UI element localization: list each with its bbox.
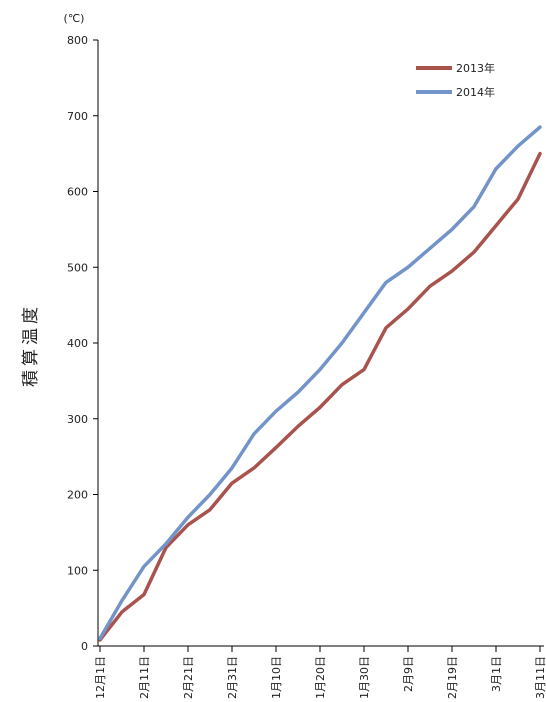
x-tick-label: 12月1日 — [94, 656, 107, 699]
y-tick-label: 600 — [67, 186, 88, 199]
y-tick-label: 200 — [67, 489, 88, 502]
y-unit: (℃) — [64, 12, 85, 25]
x-tick-label: 1月20日 — [314, 656, 327, 699]
x-tick-label: 1月10日 — [270, 656, 283, 699]
x-tick-label: 2月31日 — [226, 656, 239, 699]
x-tick-label: 1月30日 — [358, 656, 371, 699]
y-tick-label: 800 — [67, 34, 88, 47]
x-tick-label: 2月21日 — [182, 656, 195, 699]
y-tick-label: 0 — [81, 640, 88, 653]
y-tick-label: 100 — [67, 564, 88, 577]
x-tick-label: 2月19日 — [446, 656, 459, 699]
y-tick-label: 700 — [67, 110, 88, 123]
x-tick-label: 2月11日 — [138, 656, 151, 699]
legend-label: 2013年 — [456, 61, 495, 75]
y-axis-label: 積算温度 — [21, 303, 41, 387]
series-line — [98, 125, 542, 641]
y-tick-label: 300 — [67, 413, 88, 426]
legend-label: 2014年 — [456, 85, 495, 99]
x-tick-label: 3月1日 — [490, 656, 503, 692]
x-tick-label: 2月9日 — [402, 656, 415, 692]
series-line — [98, 151, 542, 642]
y-tick-label: 400 — [67, 337, 88, 350]
x-tick-label: 3月11日 — [534, 656, 546, 699]
y-tick-label: 500 — [67, 261, 88, 274]
